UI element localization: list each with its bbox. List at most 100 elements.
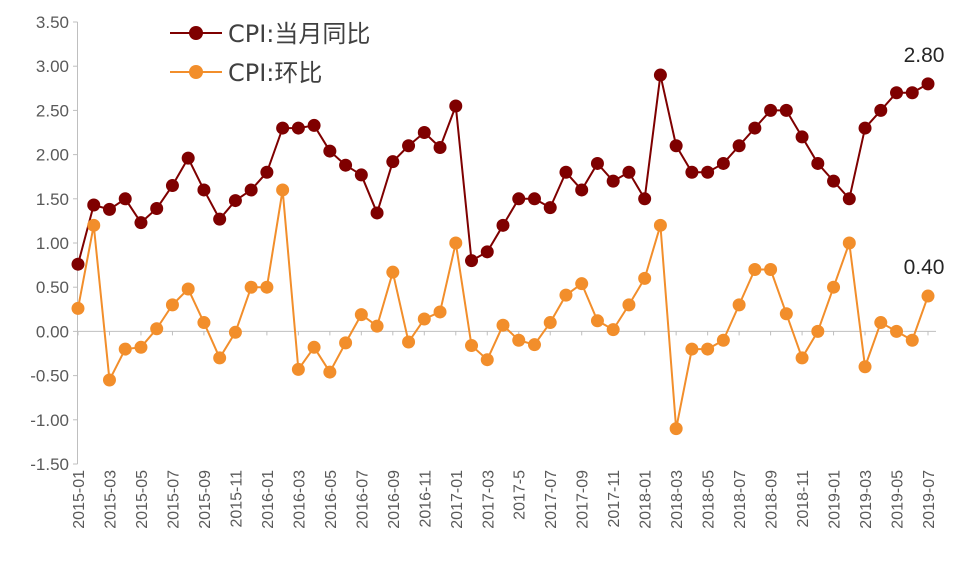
data-point: [685, 165, 699, 179]
data-point: [71, 257, 85, 271]
x-tick-label: 2017-07: [543, 470, 560, 529]
x-tick-label: 2015-07: [165, 470, 182, 529]
data-point: [118, 342, 132, 356]
x-tick-label: 2018-05: [701, 470, 718, 529]
x-tick-label: 2018-03: [669, 470, 686, 529]
x-tick-label: 2015-03: [102, 470, 119, 529]
data-point: [307, 340, 321, 354]
data-point: [701, 165, 715, 179]
data-point: [842, 236, 856, 250]
data-point: [197, 183, 211, 197]
data-point: [465, 339, 479, 353]
x-tick-label: 2015-11: [228, 470, 245, 528]
data-point: [921, 77, 935, 91]
axes: [77, 22, 936, 464]
data-point: [795, 130, 809, 144]
legend: CPI:当月同比 CPI:环比: [170, 20, 370, 87]
data-point: [181, 151, 195, 165]
data-point: [764, 263, 778, 277]
data-point: [622, 298, 636, 312]
data-point: [87, 198, 101, 212]
x-tick-label: 2019-05: [890, 470, 907, 529]
data-point: [354, 168, 368, 182]
data-point: [622, 165, 636, 179]
data-point: [449, 236, 463, 250]
x-axis-ticks: 2015-01 2015-03 2015-05 2015-07 2015-09 2015-…: [71, 331, 938, 529]
end-labels: 2.80 0.40: [904, 44, 945, 279]
data-point: [842, 192, 856, 206]
data-point: [890, 324, 904, 338]
y-tick-label: 2.00: [36, 146, 69, 165]
data-point: [748, 121, 762, 135]
x-tick-label: 2017-5: [512, 470, 529, 520]
y-tick-label: -1.50: [30, 455, 69, 474]
series-0: [71, 68, 935, 271]
legend-item: CPI:环比: [170, 59, 322, 87]
x-tick-label: 2016-05: [323, 470, 340, 529]
data-point: [228, 325, 242, 339]
data-point: [590, 314, 604, 328]
data-point: [480, 245, 494, 259]
data-point: [417, 312, 431, 326]
data-point: [291, 362, 305, 376]
data-point: [905, 333, 919, 347]
x-tick-label: 2017-01: [449, 470, 466, 529]
data-point: [512, 333, 526, 347]
x-tick-label: 2016-07: [354, 470, 371, 529]
data-point: [276, 121, 290, 135]
legend-item: CPI:当月同比: [170, 20, 370, 48]
data-point: [527, 192, 541, 206]
data-point: [559, 165, 573, 179]
y-tick-label: 1.00: [36, 234, 69, 253]
data-point: [465, 254, 479, 268]
legend-label: CPI:当月同比: [228, 20, 370, 48]
data-point: [449, 99, 463, 113]
data-point: [921, 289, 935, 303]
data-point: [701, 342, 715, 356]
data-point: [716, 333, 730, 347]
data-point: [575, 183, 589, 197]
data-point: [213, 212, 227, 226]
data-point: [543, 201, 557, 215]
data-point: [606, 174, 620, 188]
data-point: [150, 202, 164, 216]
data-point: [811, 324, 825, 338]
data-point: [779, 307, 793, 321]
data-point: [874, 316, 888, 330]
data-point: [496, 218, 510, 232]
data-point: [480, 353, 494, 367]
end-value-label: 0.40: [904, 256, 945, 279]
data-point: [496, 318, 510, 332]
y-tick-label: 0.50: [36, 278, 69, 297]
data-point: [386, 155, 400, 169]
y-tick-label: 1.50: [36, 190, 69, 209]
data-point: [165, 298, 179, 312]
data-point: [779, 103, 793, 117]
data-point: [181, 282, 195, 296]
data-point: [827, 280, 841, 294]
data-point: [874, 103, 888, 117]
data-point: [102, 373, 116, 387]
data-point: [402, 139, 416, 153]
data-point: [559, 288, 573, 302]
data-point: [134, 216, 148, 230]
data-point: [590, 156, 604, 170]
data-point: [433, 305, 447, 319]
data-point: [716, 156, 730, 170]
y-tick-label: 0.00: [36, 322, 69, 341]
y-tick-label: -0.50: [30, 367, 69, 386]
data-point: [669, 422, 683, 436]
legend-marker: [189, 65, 203, 79]
data-point: [307, 118, 321, 132]
series-layer: [71, 68, 935, 436]
data-point: [527, 338, 541, 352]
data-point: [71, 301, 85, 315]
x-tick-label: 2016-11: [417, 470, 434, 528]
data-point: [291, 121, 305, 135]
data-point: [811, 156, 825, 170]
data-point: [197, 316, 211, 330]
x-tick-label: 2015-01: [71, 470, 88, 529]
data-point: [276, 183, 290, 197]
